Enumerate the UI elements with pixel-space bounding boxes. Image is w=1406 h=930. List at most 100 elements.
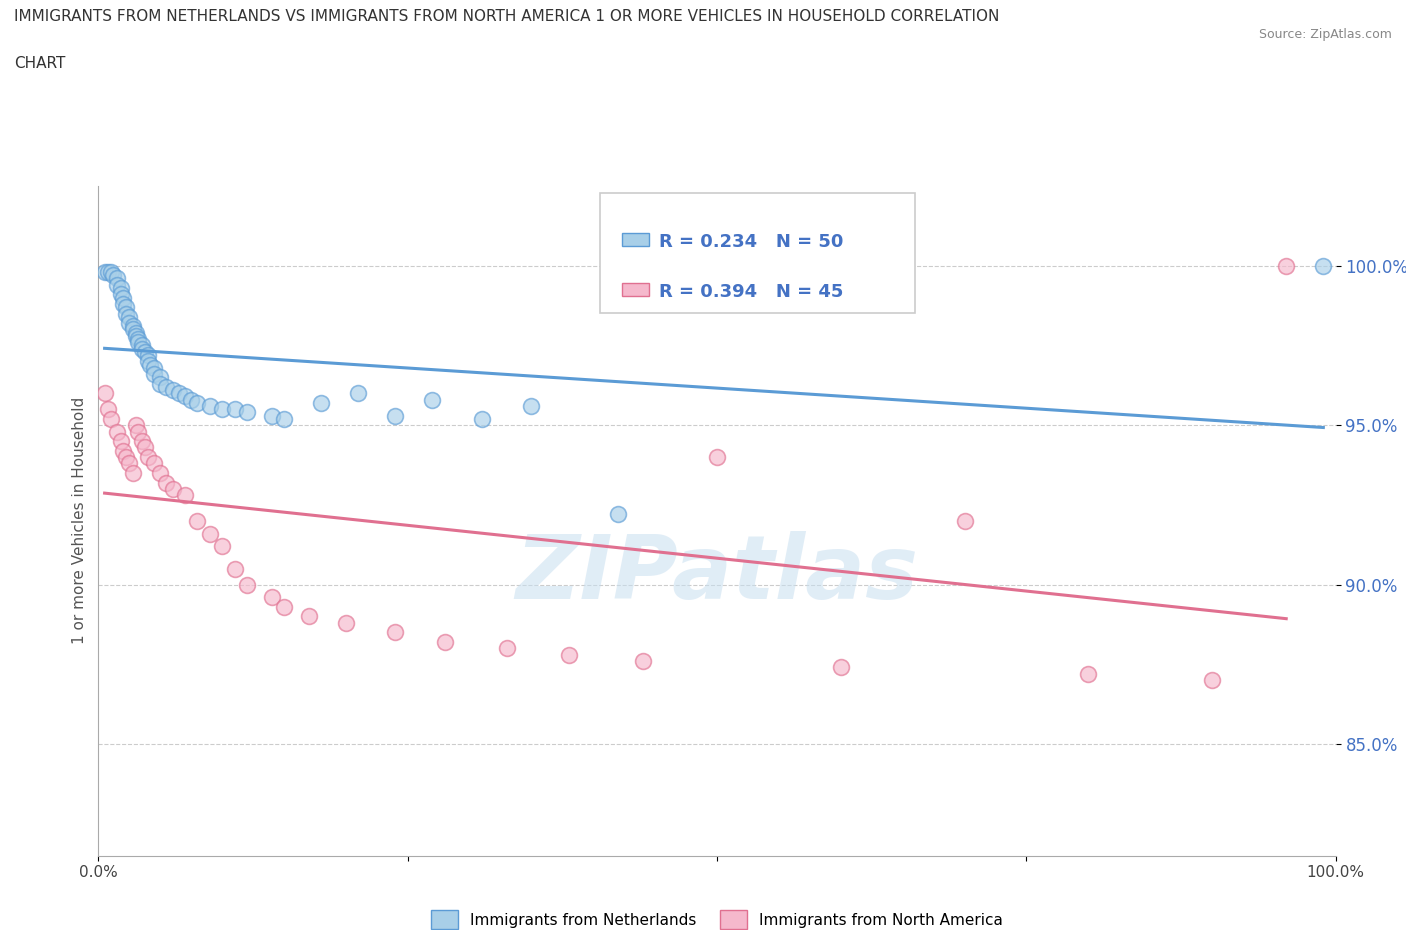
Point: [114, 306, 136, 321]
Point: [122, 319, 145, 334]
Point: [433, 634, 456, 649]
Point: [136, 354, 159, 369]
Point: [131, 338, 153, 352]
Point: [236, 405, 259, 419]
Point: [162, 482, 184, 497]
Point: [260, 590, 283, 604]
Point: [134, 344, 156, 359]
Point: [631, 654, 654, 669]
Point: [93, 386, 115, 401]
Point: [134, 440, 156, 455]
Text: ZIPatlas: ZIPatlas: [516, 531, 918, 618]
Point: [110, 433, 132, 448]
Point: [236, 578, 259, 592]
FancyBboxPatch shape: [599, 193, 915, 313]
Point: [124, 326, 146, 340]
Point: [114, 299, 136, 314]
Point: [105, 271, 128, 286]
Point: [100, 265, 122, 280]
Point: [706, 449, 728, 464]
Point: [131, 433, 153, 448]
Point: [155, 379, 177, 394]
Text: Source: ZipAtlas.com: Source: ZipAtlas.com: [1258, 28, 1392, 41]
Point: [136, 449, 159, 464]
Point: [97, 402, 120, 417]
Text: CHART: CHART: [14, 56, 66, 71]
FancyBboxPatch shape: [621, 233, 650, 246]
Point: [224, 402, 246, 417]
Point: [149, 466, 172, 481]
Point: [167, 386, 190, 401]
Point: [1312, 259, 1334, 273]
Point: [105, 277, 128, 292]
Point: [198, 399, 221, 414]
Point: [335, 616, 357, 631]
Point: [273, 600, 295, 615]
Point: [422, 392, 444, 407]
Point: [103, 268, 125, 283]
Text: IMMIGRANTS FROM NETHERLANDS VS IMMIGRANTS FROM NORTH AMERICA 1 OR MORE VEHICLES : IMMIGRANTS FROM NETHERLANDS VS IMMIGRANT…: [14, 9, 1000, 24]
Point: [224, 561, 246, 576]
Point: [149, 377, 172, 392]
Point: [495, 641, 517, 656]
Point: [122, 466, 145, 481]
Point: [143, 366, 166, 381]
Text: R = 0.394   N = 45: R = 0.394 N = 45: [659, 283, 844, 300]
Point: [174, 488, 197, 503]
Point: [309, 395, 332, 410]
Point: [186, 395, 208, 410]
Point: [347, 386, 370, 401]
Point: [118, 310, 141, 325]
Point: [953, 513, 976, 528]
Point: [139, 357, 162, 372]
Point: [384, 408, 406, 423]
Point: [520, 399, 543, 414]
Point: [105, 424, 128, 439]
Point: [112, 297, 135, 312]
Point: [131, 341, 153, 356]
Point: [122, 322, 145, 337]
Point: [830, 660, 852, 675]
Point: [124, 418, 146, 432]
Point: [93, 265, 115, 280]
Point: [155, 475, 177, 490]
Point: [607, 507, 630, 522]
Point: [260, 408, 283, 423]
Point: [211, 538, 233, 553]
Point: [273, 411, 295, 426]
Point: [112, 444, 135, 458]
Legend: Immigrants from Netherlands, Immigrants from North America: Immigrants from Netherlands, Immigrants …: [425, 904, 1010, 930]
Point: [127, 332, 149, 347]
Point: [384, 625, 406, 640]
Point: [211, 402, 233, 417]
Point: [97, 265, 120, 280]
Point: [112, 290, 135, 305]
Point: [110, 281, 132, 296]
Point: [1275, 259, 1298, 273]
Point: [149, 370, 172, 385]
Point: [100, 411, 122, 426]
Point: [114, 449, 136, 464]
Text: R = 0.234   N = 50: R = 0.234 N = 50: [659, 232, 844, 250]
Point: [124, 328, 146, 343]
Point: [557, 647, 579, 662]
Point: [118, 456, 141, 471]
Y-axis label: 1 or more Vehicles in Household: 1 or more Vehicles in Household: [72, 397, 87, 644]
Point: [471, 411, 494, 426]
Point: [186, 513, 208, 528]
Point: [143, 456, 166, 471]
Point: [118, 315, 141, 330]
Point: [198, 526, 221, 541]
Point: [136, 348, 159, 363]
Point: [110, 287, 132, 302]
Point: [1201, 672, 1223, 687]
Point: [143, 360, 166, 375]
Point: [174, 389, 197, 404]
Point: [298, 609, 321, 624]
Point: [180, 392, 202, 407]
Point: [127, 335, 149, 350]
Point: [162, 382, 184, 397]
FancyBboxPatch shape: [621, 284, 650, 296]
Point: [127, 424, 149, 439]
Point: [1077, 667, 1099, 682]
